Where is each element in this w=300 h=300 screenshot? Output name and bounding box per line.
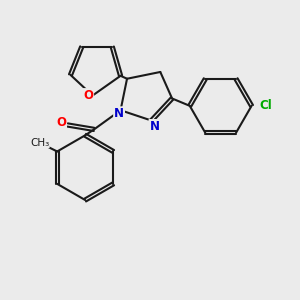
Text: N: N	[114, 107, 124, 120]
Text: N: N	[149, 120, 159, 133]
Text: CH₃: CH₃	[30, 138, 49, 148]
Text: O: O	[83, 89, 93, 102]
Text: O: O	[56, 116, 66, 129]
Text: Cl: Cl	[260, 99, 273, 112]
